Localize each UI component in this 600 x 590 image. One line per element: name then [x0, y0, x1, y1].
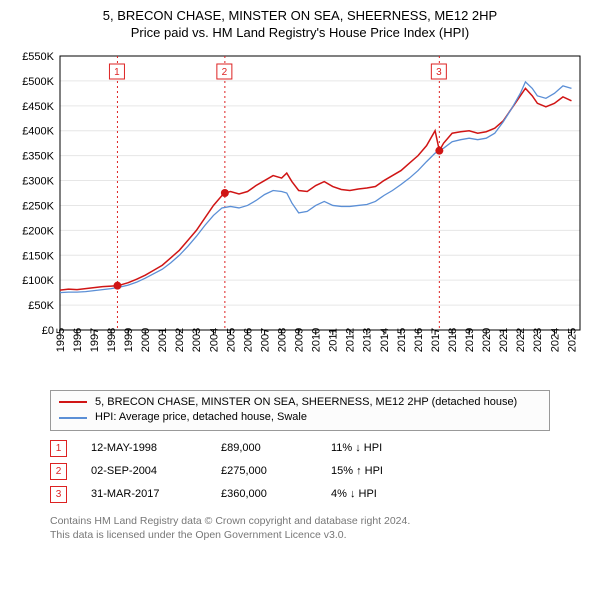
svg-text:£200K: £200K — [22, 225, 54, 237]
svg-text:2021: 2021 — [498, 328, 510, 352]
legend: 5, BRECON CHASE, MINSTER ON SEA, SHEERNE… — [50, 390, 550, 431]
legend-swatch-hpi — [59, 417, 87, 419]
svg-text:1: 1 — [114, 67, 120, 78]
attribution-line1: Contains HM Land Registry data © Crown c… — [50, 514, 588, 528]
tx-badge: 2 — [50, 463, 67, 480]
svg-text:2005: 2005 — [225, 328, 237, 352]
tx-delta: 4% ↓ HPI — [331, 488, 431, 500]
svg-text:2022: 2022 — [515, 328, 527, 352]
tx-delta: 15% ↑ HPI — [331, 465, 431, 477]
transaction-table: 1 12-MAY-1998 £89,000 11% ↓ HPI 2 02-SEP… — [50, 437, 550, 506]
svg-text:2000: 2000 — [140, 328, 152, 352]
svg-text:2014: 2014 — [379, 328, 391, 352]
svg-text:2019: 2019 — [464, 328, 476, 352]
attribution: Contains HM Land Registry data © Crown c… — [50, 514, 588, 542]
legend-item-hpi: HPI: Average price, detached house, Swal… — [59, 410, 541, 425]
svg-text:2007: 2007 — [259, 328, 271, 352]
tx-badge: 3 — [50, 486, 67, 503]
svg-text:2004: 2004 — [208, 328, 220, 352]
svg-text:£400K: £400K — [22, 126, 54, 138]
transaction-row: 3 31-MAR-2017 £360,000 4% ↓ HPI — [50, 483, 550, 506]
chart-svg: £0 £50K £100K £150K £200K £250K £300K £350K £400… — [12, 50, 588, 380]
svg-text:2001: 2001 — [157, 328, 169, 352]
svg-text:2023: 2023 — [532, 328, 544, 352]
svg-text:2013: 2013 — [362, 328, 374, 352]
svg-text:1995: 1995 — [55, 328, 67, 352]
svg-text:£450K: £450K — [22, 101, 54, 113]
svg-text:2006: 2006 — [242, 328, 254, 352]
legend-label-hpi: HPI: Average price, detached house, Swal… — [95, 410, 307, 425]
svg-text:2018: 2018 — [447, 328, 459, 352]
svg-text:2002: 2002 — [174, 328, 186, 352]
svg-text:£150K: £150K — [22, 250, 54, 262]
svg-text:2008: 2008 — [276, 328, 288, 352]
svg-text:2017: 2017 — [430, 328, 442, 352]
svg-text:2016: 2016 — [413, 328, 425, 352]
svg-text:3: 3 — [436, 67, 442, 78]
svg-text:£50K: £50K — [28, 300, 54, 312]
svg-text:2012: 2012 — [345, 328, 357, 352]
svg-text:2011: 2011 — [328, 328, 340, 352]
tx-date: 02-SEP-2004 — [91, 465, 221, 477]
svg-text:2025: 2025 — [566, 328, 578, 352]
svg-text:1996: 1996 — [72, 328, 84, 352]
svg-text:2015: 2015 — [396, 328, 408, 352]
svg-text:£550K: £550K — [22, 51, 54, 63]
legend-swatch-property — [59, 401, 87, 403]
tx-price: £275,000 — [221, 465, 331, 477]
price-chart: £0 £50K £100K £150K £200K £250K £300K £350K £400… — [12, 50, 588, 380]
svg-text:£250K: £250K — [22, 200, 54, 212]
svg-text:£350K: £350K — [22, 150, 54, 162]
svg-text:£500K: £500K — [22, 76, 54, 88]
attribution-line2: This data is licensed under the Open Gov… — [50, 528, 588, 542]
svg-text:2024: 2024 — [549, 328, 561, 352]
svg-text:2010: 2010 — [311, 328, 323, 352]
tx-price: £360,000 — [221, 488, 331, 500]
svg-text:1997: 1997 — [89, 328, 101, 352]
transaction-row: 2 02-SEP-2004 £275,000 15% ↑ HPI — [50, 460, 550, 483]
transaction-row: 1 12-MAY-1998 £89,000 11% ↓ HPI — [50, 437, 550, 460]
tx-date: 12-MAY-1998 — [91, 442, 221, 454]
svg-text:2009: 2009 — [294, 328, 306, 352]
svg-text:2020: 2020 — [481, 328, 493, 352]
tx-date: 31-MAR-2017 — [91, 488, 221, 500]
tx-badge: 1 — [50, 440, 67, 457]
svg-text:2: 2 — [222, 67, 228, 78]
svg-text:1998: 1998 — [106, 328, 118, 352]
tx-price: £89,000 — [221, 442, 331, 454]
svg-text:£300K: £300K — [22, 175, 54, 187]
page-title: 5, BRECON CHASE, MINSTER ON SEA, SHEERNE… — [12, 8, 588, 25]
svg-text:£0: £0 — [42, 325, 54, 337]
page-subtitle: Price paid vs. HM Land Registry's House … — [12, 25, 588, 42]
legend-label-property: 5, BRECON CHASE, MINSTER ON SEA, SHEERNE… — [95, 395, 517, 410]
svg-text:£100K: £100K — [22, 275, 54, 287]
svg-text:1999: 1999 — [123, 328, 135, 352]
legend-item-property: 5, BRECON CHASE, MINSTER ON SEA, SHEERNE… — [59, 395, 541, 410]
tx-delta: 11% ↓ HPI — [331, 442, 431, 454]
svg-text:2003: 2003 — [191, 328, 203, 352]
